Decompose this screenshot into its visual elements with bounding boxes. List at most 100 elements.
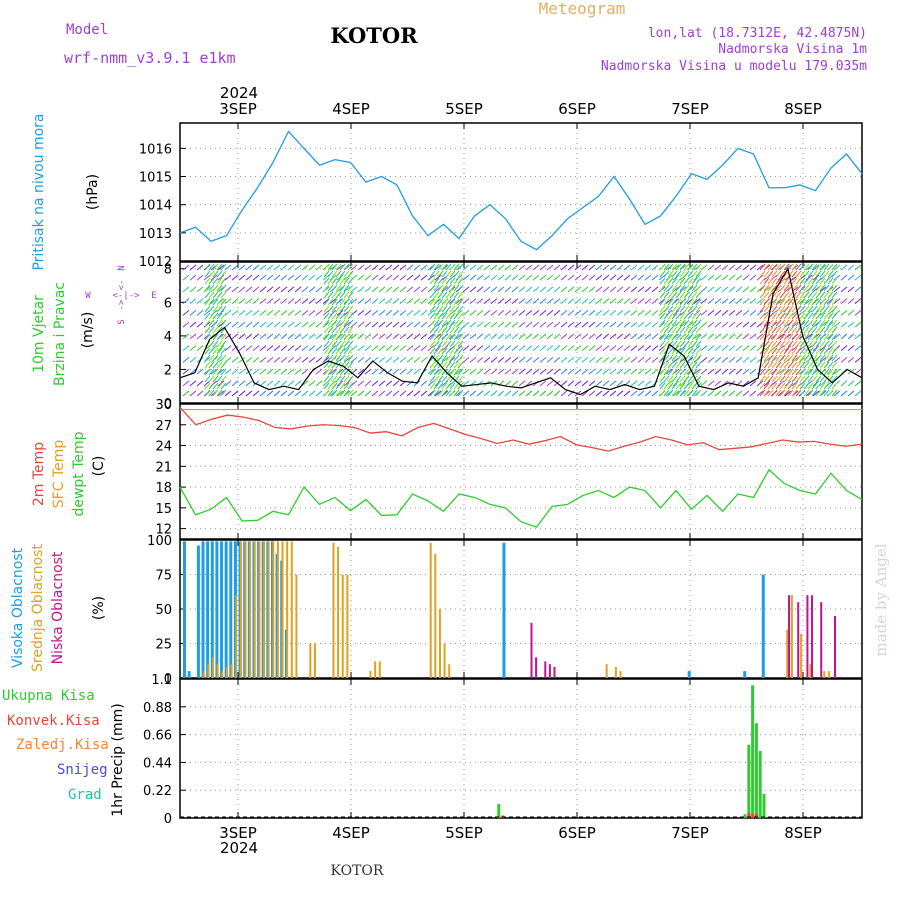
- wind-barb-burst: [323, 375, 330, 383]
- wind-barb-burst: [691, 291, 698, 299]
- wind-barb: [644, 390, 652, 397]
- wind-barb: [252, 309, 260, 316]
- wind-barb-burst: [779, 382, 786, 390]
- wind-barb-burst: [327, 368, 334, 376]
- wind-barb-burst: [335, 263, 342, 271]
- wind-barb-burst: [220, 270, 227, 278]
- wind-barb: [532, 309, 540, 316]
- wind-barb: [462, 356, 470, 363]
- wind-barb: [588, 333, 596, 340]
- wind-barb: [350, 390, 358, 397]
- wind-barb: [364, 368, 372, 375]
- wind-barb: [805, 274, 813, 281]
- wind-barb: [511, 380, 519, 387]
- wind-barb-burst: [675, 333, 682, 341]
- wind-barb-burst: [679, 340, 686, 348]
- wind-barb-burst: [675, 326, 682, 334]
- wind-barb: [231, 286, 239, 293]
- wind-barb: [378, 333, 386, 340]
- wind-barb: [539, 298, 547, 304]
- wind-barb: [497, 274, 505, 281]
- wind-barb: [413, 264, 421, 271]
- wind-barb: [245, 356, 253, 363]
- wind-barb-burst: [212, 340, 219, 348]
- wind-barb: [651, 274, 659, 281]
- wind-barb-burst: [671, 284, 678, 292]
- wind-barb-burst: [783, 277, 790, 285]
- y-tick-label: 25: [155, 638, 172, 653]
- precip-bar-total: [751, 685, 755, 818]
- wind-barb: [714, 321, 722, 328]
- wind-barb-burst: [823, 263, 830, 271]
- wind-barb-burst: [429, 389, 436, 397]
- wind-barb-burst: [791, 298, 798, 306]
- wind-barb: [847, 390, 855, 397]
- wind-barb-burst: [787, 368, 794, 376]
- wind-barb: [196, 345, 204, 351]
- wind-label-1: 10m Vjetar: [31, 295, 47, 373]
- y-tick-label: 0: [164, 397, 172, 412]
- wind-barb-burst: [831, 291, 838, 299]
- wind-barb-burst: [323, 284, 330, 292]
- wind-barb-burst: [815, 375, 822, 383]
- wind-barb-burst: [663, 375, 670, 383]
- wind-barb: [721, 274, 729, 281]
- wind-barb: [511, 368, 519, 375]
- wind-barb-burst: [695, 347, 702, 355]
- wind-barb: [511, 333, 519, 340]
- wind-barb-burst: [437, 277, 444, 285]
- wind-barb: [630, 380, 638, 387]
- wind-barb-burst: [671, 382, 678, 390]
- wind-barb-burst: [441, 347, 448, 355]
- wind-barb-burst: [667, 319, 674, 327]
- wind-barb: [196, 333, 204, 340]
- wind-barb: [259, 286, 267, 293]
- cloud-bar-mid: [443, 643, 446, 678]
- wind-barb: [469, 286, 477, 293]
- wind-barb: [791, 356, 799, 363]
- wind-barb-burst: [457, 277, 464, 285]
- wind-barb: [644, 309, 652, 316]
- wind-barb: [595, 368, 603, 375]
- wind-barb-burst: [335, 368, 342, 376]
- wind-barb-burst: [457, 382, 464, 390]
- wind-barb-burst: [339, 319, 346, 327]
- wind-barb: [721, 321, 729, 328]
- wind-barb-burst: [667, 263, 674, 271]
- wind-barb: [665, 368, 673, 375]
- wind-barb: [217, 390, 225, 397]
- wind-barb: [602, 274, 610, 281]
- wind-barb-burst: [695, 312, 702, 320]
- precip-snow-label: Snijeg: [57, 762, 108, 778]
- wind-barb: [371, 390, 379, 397]
- wind-barb: [238, 298, 246, 304]
- wind-barb-burst: [807, 375, 814, 383]
- cloud-bar-low: [811, 595, 814, 678]
- wind-barb-burst: [679, 389, 686, 397]
- wind-barb-burst: [775, 263, 782, 271]
- wind-barb-burst: [347, 354, 354, 362]
- wind-barb: [665, 274, 673, 281]
- wind-barb: [637, 390, 645, 397]
- wind-barb-burst: [811, 277, 818, 285]
- wind-barb-burst: [771, 263, 778, 271]
- wind-barb: [245, 286, 253, 293]
- compass-rose: N <- -> S W <-|-> E: [85, 265, 156, 324]
- wind-barb-burst: [208, 263, 215, 271]
- wind-barb-burst: [433, 326, 440, 334]
- wind-barb-burst: [335, 375, 342, 383]
- cloud-bar-high: [196, 545, 200, 678]
- wind-barb: [560, 264, 568, 271]
- wind-barb-burst: [807, 361, 814, 369]
- wind-barb-burst: [445, 319, 452, 327]
- wind-barb-burst: [437, 389, 444, 397]
- wind-barb-burst: [663, 319, 670, 327]
- wind-barb: [518, 368, 526, 375]
- wind-barb: [588, 390, 596, 397]
- wind-barb-burst: [441, 361, 448, 369]
- wind-barb: [266, 333, 274, 340]
- wind-barb-burst: [759, 312, 766, 320]
- wind-barb-burst: [783, 312, 790, 320]
- wind-barb: [742, 286, 750, 293]
- wind-barb-burst: [687, 263, 694, 271]
